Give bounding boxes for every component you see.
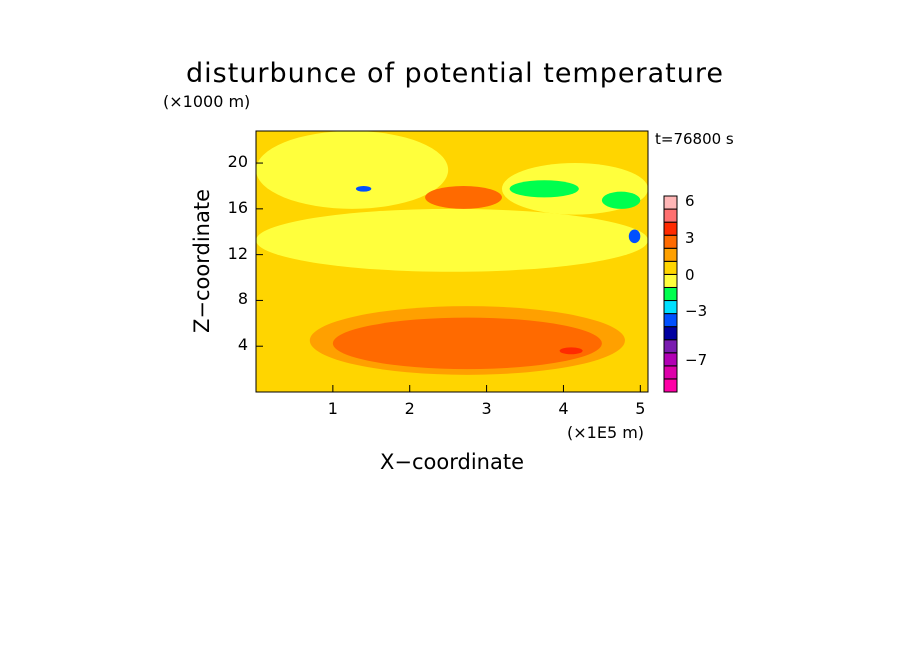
contour-region (332, 317, 602, 370)
colorbar-tick-label: 6 (685, 192, 695, 211)
y-axis-unit: (×1000 m) (163, 92, 251, 111)
colorbar-cell (663, 221, 678, 236)
x-tick-label: 1 (327, 399, 338, 418)
colorbar-cell (663, 352, 678, 367)
x-tick-label: 3 (481, 399, 492, 418)
colorbar-cell (663, 286, 678, 302)
y-tick-label: 8 (237, 289, 248, 309)
colorbar-cell (663, 273, 678, 288)
x-tick-label: 4 (558, 399, 569, 418)
colorbar-cell (663, 326, 678, 341)
x-axis-label: X−coordinate (380, 450, 524, 474)
colorbar-cell (663, 234, 678, 249)
y-tick-label: 16 (227, 197, 248, 217)
colorbar-tick-label: 3 (685, 228, 695, 247)
contour-region (509, 180, 579, 198)
x-tick-label: 5 (635, 399, 646, 418)
contour-region (559, 347, 583, 355)
y-ticks (256, 162, 263, 347)
chart-title: disturbunce of potential temperature (186, 58, 724, 89)
y-tick-label: 12 (227, 243, 248, 263)
time-label: t=76800 s (655, 130, 734, 148)
contour-region (601, 191, 641, 209)
plot-frame (255, 130, 649, 393)
colorbar-tick-label: 0 (685, 265, 695, 284)
x-axis-unit: (×1E5 m) (567, 423, 645, 442)
contour-region (425, 185, 502, 209)
colorbar-cell (663, 247, 678, 262)
y-tick-label: 4 (237, 335, 248, 355)
contour-region (355, 185, 372, 192)
colorbar-cell (663, 378, 678, 393)
x-tick-label: 2 (404, 399, 415, 418)
colorbar-cell (663, 208, 678, 223)
contour-region (628, 229, 641, 244)
contour-region (256, 208, 648, 272)
contour-field (256, 131, 648, 392)
colorbar-tick-label: −3 (685, 302, 708, 321)
contour-region (256, 131, 449, 209)
y-tick-label: 20 (227, 152, 248, 172)
colorbar-cell (663, 339, 678, 354)
colorbar-cell (663, 300, 678, 315)
colorbar-cell (663, 195, 678, 210)
colorbar (663, 195, 678, 393)
colorbar-tick-label: −7 (685, 351, 708, 370)
colorbar-cell (663, 313, 678, 328)
x-ticks (332, 385, 641, 392)
colorbar-cell (663, 365, 678, 380)
colorbar-cell (663, 260, 678, 275)
